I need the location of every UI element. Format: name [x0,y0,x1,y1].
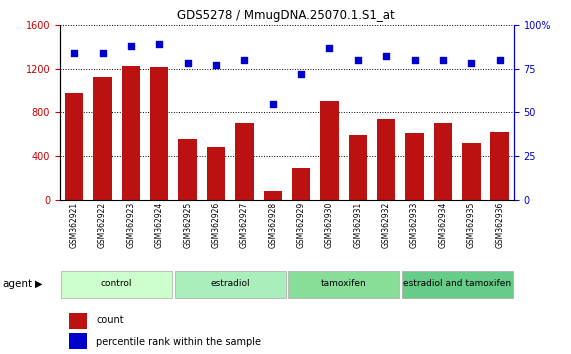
Point [296,71,305,77]
Bar [207,147,225,200]
Text: GDS5278 / MmugDNA.25070.1.S1_at: GDS5278 / MmugDNA.25070.1.S1_at [176,9,395,22]
Bar [490,132,509,200]
Point [155,41,164,47]
Text: control: control [101,279,132,288]
Point [353,57,363,63]
Text: tamoxifen: tamoxifen [321,279,367,288]
Bar [349,135,367,200]
Bar [462,143,481,200]
Bar [434,123,452,200]
Point [381,53,391,59]
Text: estradiol: estradiol [210,279,250,288]
Bar [405,133,424,200]
Bar [69,333,87,349]
Bar [377,119,396,200]
Bar [93,78,112,200]
Point [325,45,334,50]
Point [70,50,79,56]
Point [183,61,192,66]
Bar [150,68,168,200]
Bar [122,67,140,200]
Text: ▶: ▶ [35,279,43,289]
Bar [61,270,172,298]
Bar [69,313,87,329]
Bar [264,191,282,200]
Point [467,61,476,66]
Bar [401,270,513,298]
Text: estradiol and tamoxifen: estradiol and tamoxifen [403,279,511,288]
Point [98,50,107,56]
Bar [178,139,197,200]
Text: agent: agent [3,279,33,289]
Point [410,57,419,63]
Bar [292,168,310,200]
Point [126,43,135,48]
Bar [320,102,339,200]
Text: percentile rank within the sample: percentile rank within the sample [96,337,262,347]
Bar [235,123,254,200]
Point [495,57,504,63]
Point [268,101,278,107]
Bar [288,270,399,298]
Point [211,62,220,68]
Point [240,57,249,63]
Text: count: count [96,315,124,325]
Point [439,57,448,63]
Bar [175,270,286,298]
Bar [65,93,83,200]
